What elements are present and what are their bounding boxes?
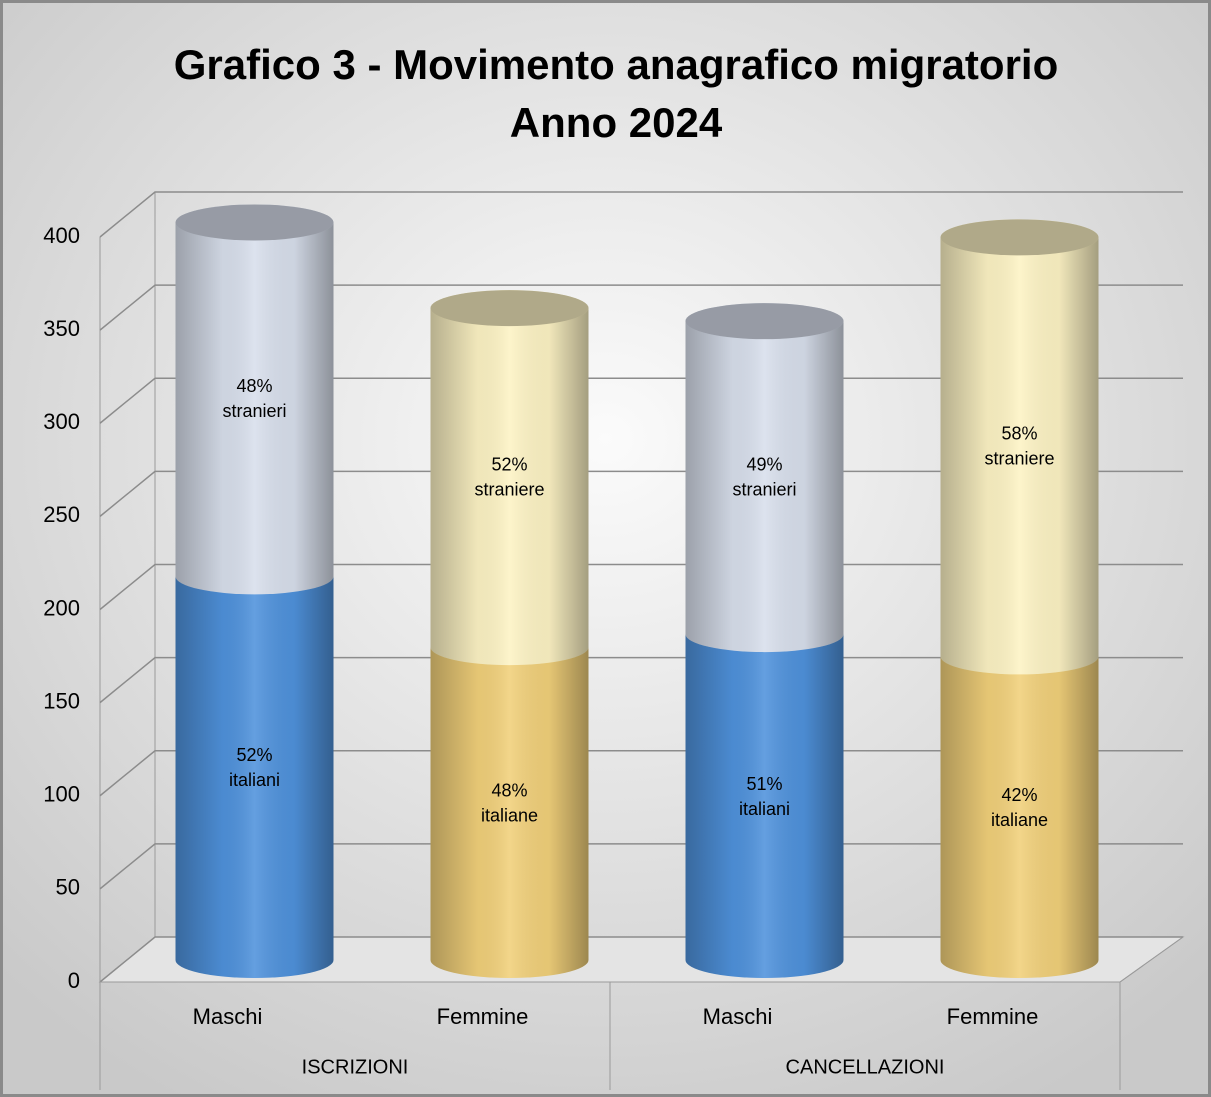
- segment-label: italiane: [991, 810, 1048, 830]
- grid-line: [99, 284, 1183, 331]
- y-tick-label: 150: [43, 688, 80, 713]
- segment-label: italiani: [229, 770, 280, 790]
- plot: 0 50 100 150 200 250 300 350 400 Maschi Femmine Mas…: [43, 191, 1185, 1090]
- segment-label: stranieri: [732, 479, 796, 499]
- bar-shade: [685, 616, 844, 978]
- segment-label: 51%: [746, 774, 782, 794]
- segment-label: 52%: [236, 745, 272, 765]
- group-label: CANCELLAZIONI: [786, 1056, 945, 1078]
- chart-title: Grafico 3 - Movimento anagrafico migrato…: [174, 41, 1058, 88]
- y-tick-label: 300: [43, 409, 80, 434]
- bar-shade: [175, 558, 334, 978]
- bar-shade: [175, 204, 334, 595]
- segment-label: 49%: [746, 454, 782, 474]
- cylinder-top: [685, 303, 844, 340]
- bar-shade: [430, 290, 589, 666]
- segment-label: 42%: [1001, 785, 1037, 805]
- group-label: ISCRIZIONI: [302, 1056, 409, 1078]
- bar-shade: [685, 303, 844, 653]
- cylinder-top: [175, 204, 334, 241]
- grid-line: [99, 191, 1183, 238]
- y-tick-label: 350: [43, 316, 80, 341]
- segment-label: 58%: [1001, 424, 1037, 444]
- x-tick-label: Femmine: [437, 1004, 529, 1029]
- segment-label: straniere: [474, 479, 544, 499]
- y-tick-label: 50: [56, 875, 80, 900]
- y-tick-label: 400: [43, 223, 80, 248]
- y-tick-label: 100: [43, 782, 80, 807]
- y-tick-label: 0: [68, 968, 80, 993]
- x-tick-label: Maschi: [193, 1004, 263, 1029]
- x-tick-label: Maschi: [703, 1004, 773, 1029]
- y-tick-label: 200: [43, 595, 80, 620]
- chart-title: Anno 2024: [510, 99, 723, 146]
- segment-label: italiane: [481, 805, 538, 825]
- bar-shade: [940, 638, 1099, 978]
- cylinder-top-shade: [175, 204, 334, 241]
- cylinder-top: [430, 290, 589, 327]
- cylinder-top-shade: [940, 219, 1099, 256]
- segment-label: 48%: [236, 376, 272, 396]
- cylinder-top: [940, 219, 1099, 256]
- segment-label: straniere: [984, 449, 1054, 469]
- segment-label: italiani: [739, 799, 790, 819]
- y-tick-label: 250: [43, 502, 80, 527]
- bar-shade: [430, 629, 589, 978]
- bar-shade: [940, 219, 1099, 675]
- segment-label: 52%: [491, 454, 527, 474]
- cylinder-top-shade: [685, 303, 844, 340]
- x-tick-label: Femmine: [947, 1004, 1039, 1029]
- floor-edge: [1119, 936, 1184, 983]
- segment-label: 48%: [491, 780, 527, 800]
- segment-label: stranieri: [222, 401, 286, 421]
- cylinder-top-shade: [430, 290, 589, 327]
